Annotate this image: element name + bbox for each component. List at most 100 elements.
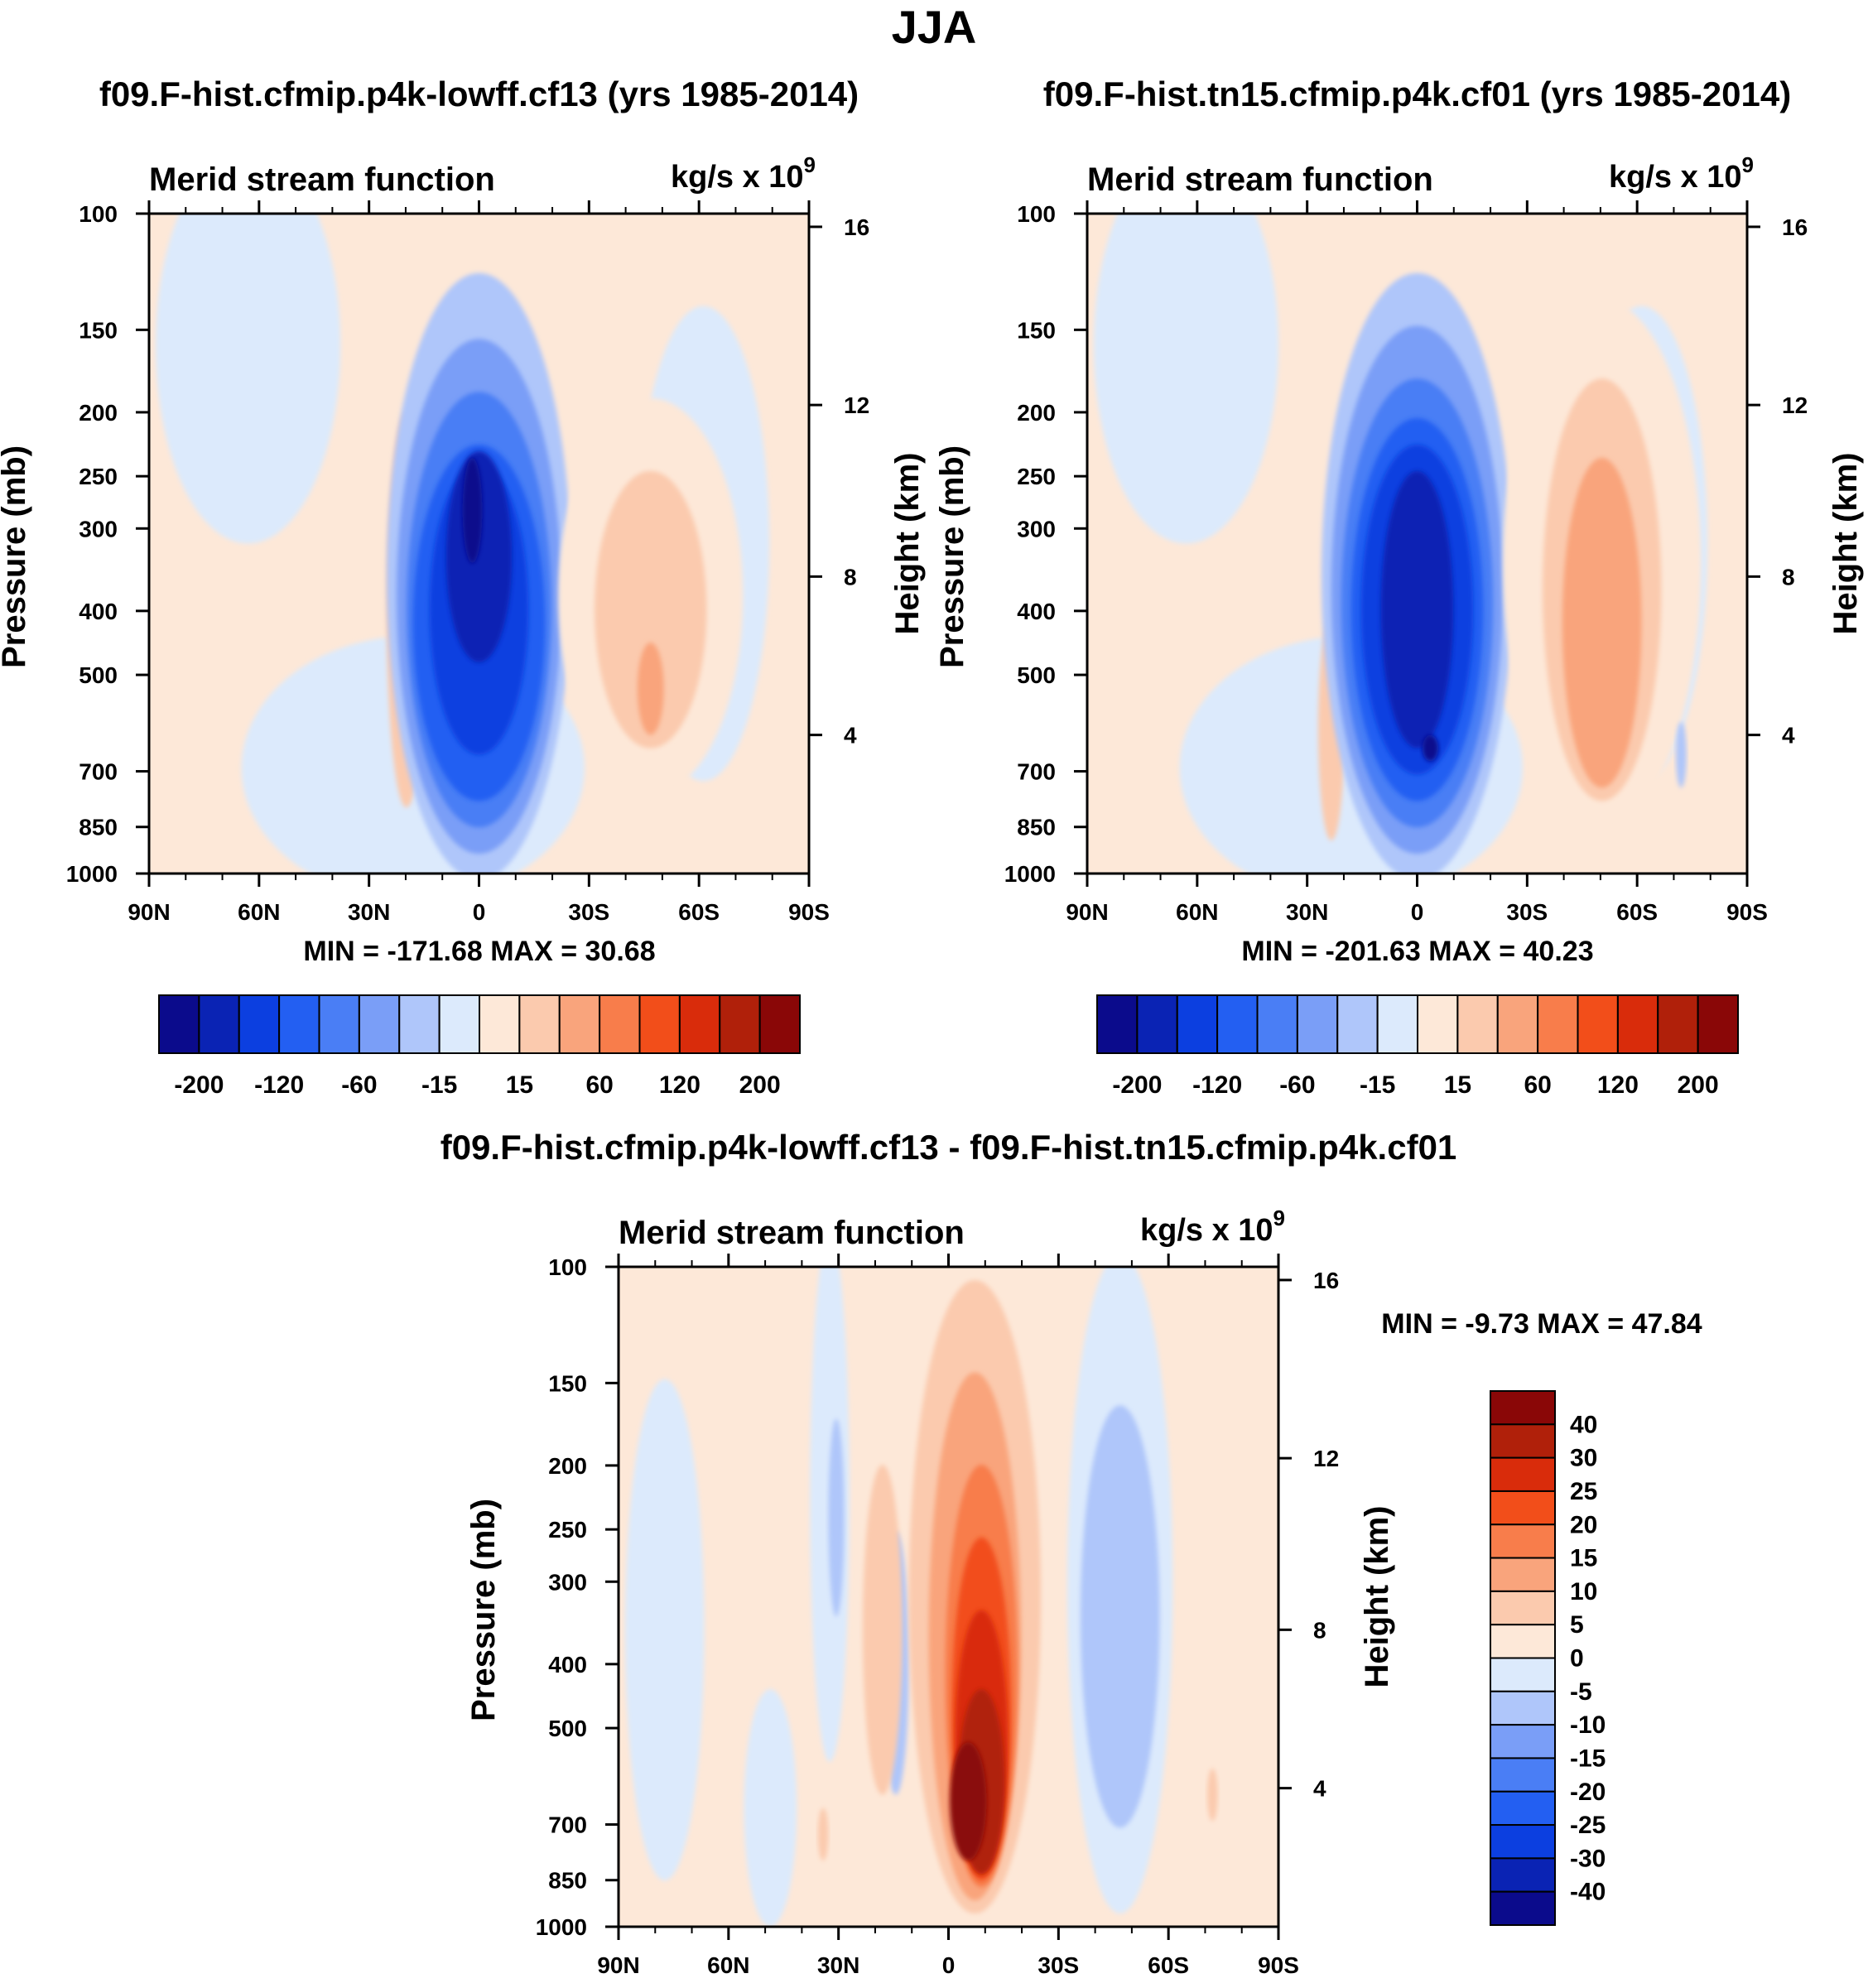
colorbar-box [1697,994,1739,1054]
contour-region [950,1741,987,1861]
contour-region [462,457,483,564]
y-axis-label: Pressure (mb) [0,445,32,668]
colorbar-box [1490,1456,1556,1492]
x-tick-label: 60N [238,899,280,925]
colorbar: -200 -120 -60 -15 15 60 120 200 [1096,994,1739,1099]
contour-region [817,1807,829,1861]
colorbar-label: -200 [1112,1071,1162,1099]
colorbar-box [1136,994,1178,1054]
colorbar-box [1456,994,1499,1054]
y-right-tick-label: 4 [1313,1776,1326,1802]
colorbar-box [719,994,761,1054]
x-tick-label: 60S [678,899,720,925]
y-right-tick-label: 4 [1782,723,1795,749]
units-exponent: 9 [1273,1206,1285,1230]
contour-region [1422,734,1439,762]
y-tick-label: 400 [548,1652,587,1678]
colorbar-box [198,994,240,1054]
y-tick-label: 1000 [536,1914,587,1940]
y-tick-label: 150 [1017,317,1056,343]
colorbar-box [1490,1557,1556,1592]
colorbar-label: -200 [174,1071,224,1099]
colorbar-box [1490,1657,1556,1692]
y-right-tick-label: 8 [1782,564,1795,590]
x-tick-label: 60S [1616,899,1658,925]
chart-panel-1: f09.F-hist.cfmip.p4k-lowff.cf13 (yrs 198… [0,75,926,1099]
y-tick-label: 100 [548,1254,587,1280]
colorbar-box [638,994,681,1054]
y-tick-label: 150 [79,317,118,343]
y-tick-label: 850 [548,1868,587,1894]
colorbar-box [1490,1790,1556,1827]
colorbar-box [1537,994,1579,1054]
colorbar-label: -60 [1279,1071,1315,1099]
y-tick-label: 150 [548,1370,587,1396]
contour-region [1094,214,1279,544]
colorbar-label: 40 [1570,1411,1597,1438]
units-label: kg/s x 109 [1609,152,1754,195]
contour-region [1675,721,1687,788]
left-string: Merid stream function [619,1215,965,1251]
y-right-tick-label: 4 [844,723,857,749]
x-tick-label: 90N [128,899,170,925]
colorbar-label: 0 [1570,1645,1584,1673]
colorbar-label: -10 [1570,1711,1606,1739]
y-right-tick-label: 8 [844,564,857,590]
colorbar-label: 15 [1444,1071,1471,1099]
chart-title: f09.F-hist.cfmip.p4k-lowff.cf13 (yrs 198… [99,75,859,113]
chart-title: f09.F-hist.cfmip.p4k-lowff.cf13 - f09.F-… [441,1128,1457,1167]
y-tick-label: 300 [79,516,118,542]
y-right-axis-label: Height (km) [1827,453,1864,635]
colorbar-box [1496,994,1539,1054]
colorbar-box [518,994,561,1054]
x-tick-label: 30N [817,1952,859,1978]
x-tick-label: 60S [1148,1952,1189,1978]
contour-region [624,1379,705,1881]
contour-field [619,1267,1278,1927]
colorbar-label: 25 [1570,1478,1597,1505]
y-right-tick-label: 8 [1313,1617,1326,1643]
colorbar-label: -40 [1570,1879,1606,1906]
colorbar-box [358,994,401,1054]
colorbar-box [1490,1523,1556,1559]
y-right-tick-label: 12 [1313,1446,1339,1471]
x-tick-label: 30N [1286,899,1328,925]
y-tick-label: 200 [1017,400,1056,426]
colorbar-label: -15 [1570,1745,1606,1772]
colorbar-box [1577,994,1619,1054]
colorbar-box [1376,994,1418,1054]
units-base: kg/s x 10 [1609,160,1742,195]
colorbar-label: 120 [659,1071,700,1099]
y-tick-label: 500 [1017,662,1056,688]
x-tick-label: 30S [1038,1952,1079,1978]
y-tick-label: 850 [1017,815,1056,840]
colorbar-label: 5 [1570,1611,1584,1639]
x-tick-label: 30S [1506,899,1548,925]
colorbar-box [1336,994,1379,1054]
units-exponent: 9 [1742,152,1754,177]
figure-title: JJA [892,1,977,53]
colorbar-box [599,994,641,1054]
contour-region [862,1465,903,1795]
contour-field [149,214,809,874]
contour-region [156,214,341,544]
contour-field [1087,214,1747,874]
min-max-stats: MIN = -9.73 MAX = 47.84 [1381,1308,1702,1340]
y-tick-label: 850 [79,815,118,840]
y-right-axis-label: Height (km) [1359,1506,1395,1688]
colorbar-label: -25 [1570,1812,1606,1839]
y-tick-label: 250 [1017,464,1056,489]
x-tick-label: 0 [1411,899,1424,925]
chart-title: f09.F-hist.tn15.cfmip.p4k.cf01 (yrs 1985… [1043,75,1791,113]
colorbar-box [1490,1824,1556,1860]
y-right-tick-label: 12 [1782,392,1808,418]
y-tick-label: 100 [1017,201,1056,227]
contour-region [1080,1405,1160,1828]
y-tick-label: 700 [548,1812,587,1838]
contour-region [637,643,664,735]
x-tick-label: 0 [942,1952,956,1978]
y-tick-label: 700 [1017,759,1056,785]
y-tick-label: 400 [79,599,118,624]
colorbar-label: -5 [1570,1678,1592,1706]
colorbar-label: 20 [1570,1511,1597,1538]
